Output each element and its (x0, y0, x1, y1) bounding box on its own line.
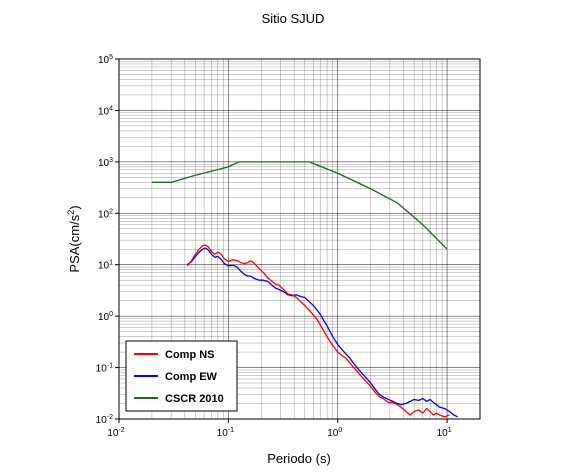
y-tick-label: 105 (98, 54, 113, 66)
x-tick-label: 10-2 (107, 427, 124, 439)
y-axis-label-main: PSA(cm/s (67, 214, 82, 272)
legend-label: Comp EW (165, 371, 218, 383)
series-group (151, 161, 458, 418)
y-tick-label: 103 (98, 157, 113, 169)
series-line-comp-ns (186, 244, 450, 418)
x-tick-label: 10-1 (217, 427, 234, 439)
y-axis-label: PSA(cm/s2) (66, 205, 82, 272)
plot-frame (118, 58, 481, 420)
legend: Comp NS Comp EW CSCR 2010 (125, 340, 238, 412)
y-tick-label: 101 (98, 260, 113, 272)
legend-label: Comp NS (165, 349, 215, 361)
y-tick-label: 104 (98, 105, 113, 117)
y-axis-label-sup: 2 (66, 210, 76, 215)
x-tick-label: 101 (437, 427, 452, 439)
series-line-comp-ew (186, 247, 458, 418)
legend-label: CSCR 2010 (165, 393, 224, 405)
y-tick-label: 10-2 (96, 414, 113, 426)
legend-items: Comp NS Comp EW CSCR 2010 (134, 349, 224, 405)
y-tick-label: 100 (98, 311, 113, 323)
series-line-cscr-2010 (151, 161, 448, 250)
y-tick-label: 10-1 (96, 363, 113, 375)
x-axis-label: Periodo (s) (267, 451, 331, 466)
chart-title: Sitio SJUD (262, 11, 325, 26)
x-tick-label: 100 (327, 427, 342, 439)
y-axis-label-close: ) (67, 205, 82, 209)
axes: 10-2 10-1 100 101 10-2 10-1 100 101 102 103 104 105 (96, 54, 452, 439)
y-tick-label: 102 (98, 208, 113, 220)
